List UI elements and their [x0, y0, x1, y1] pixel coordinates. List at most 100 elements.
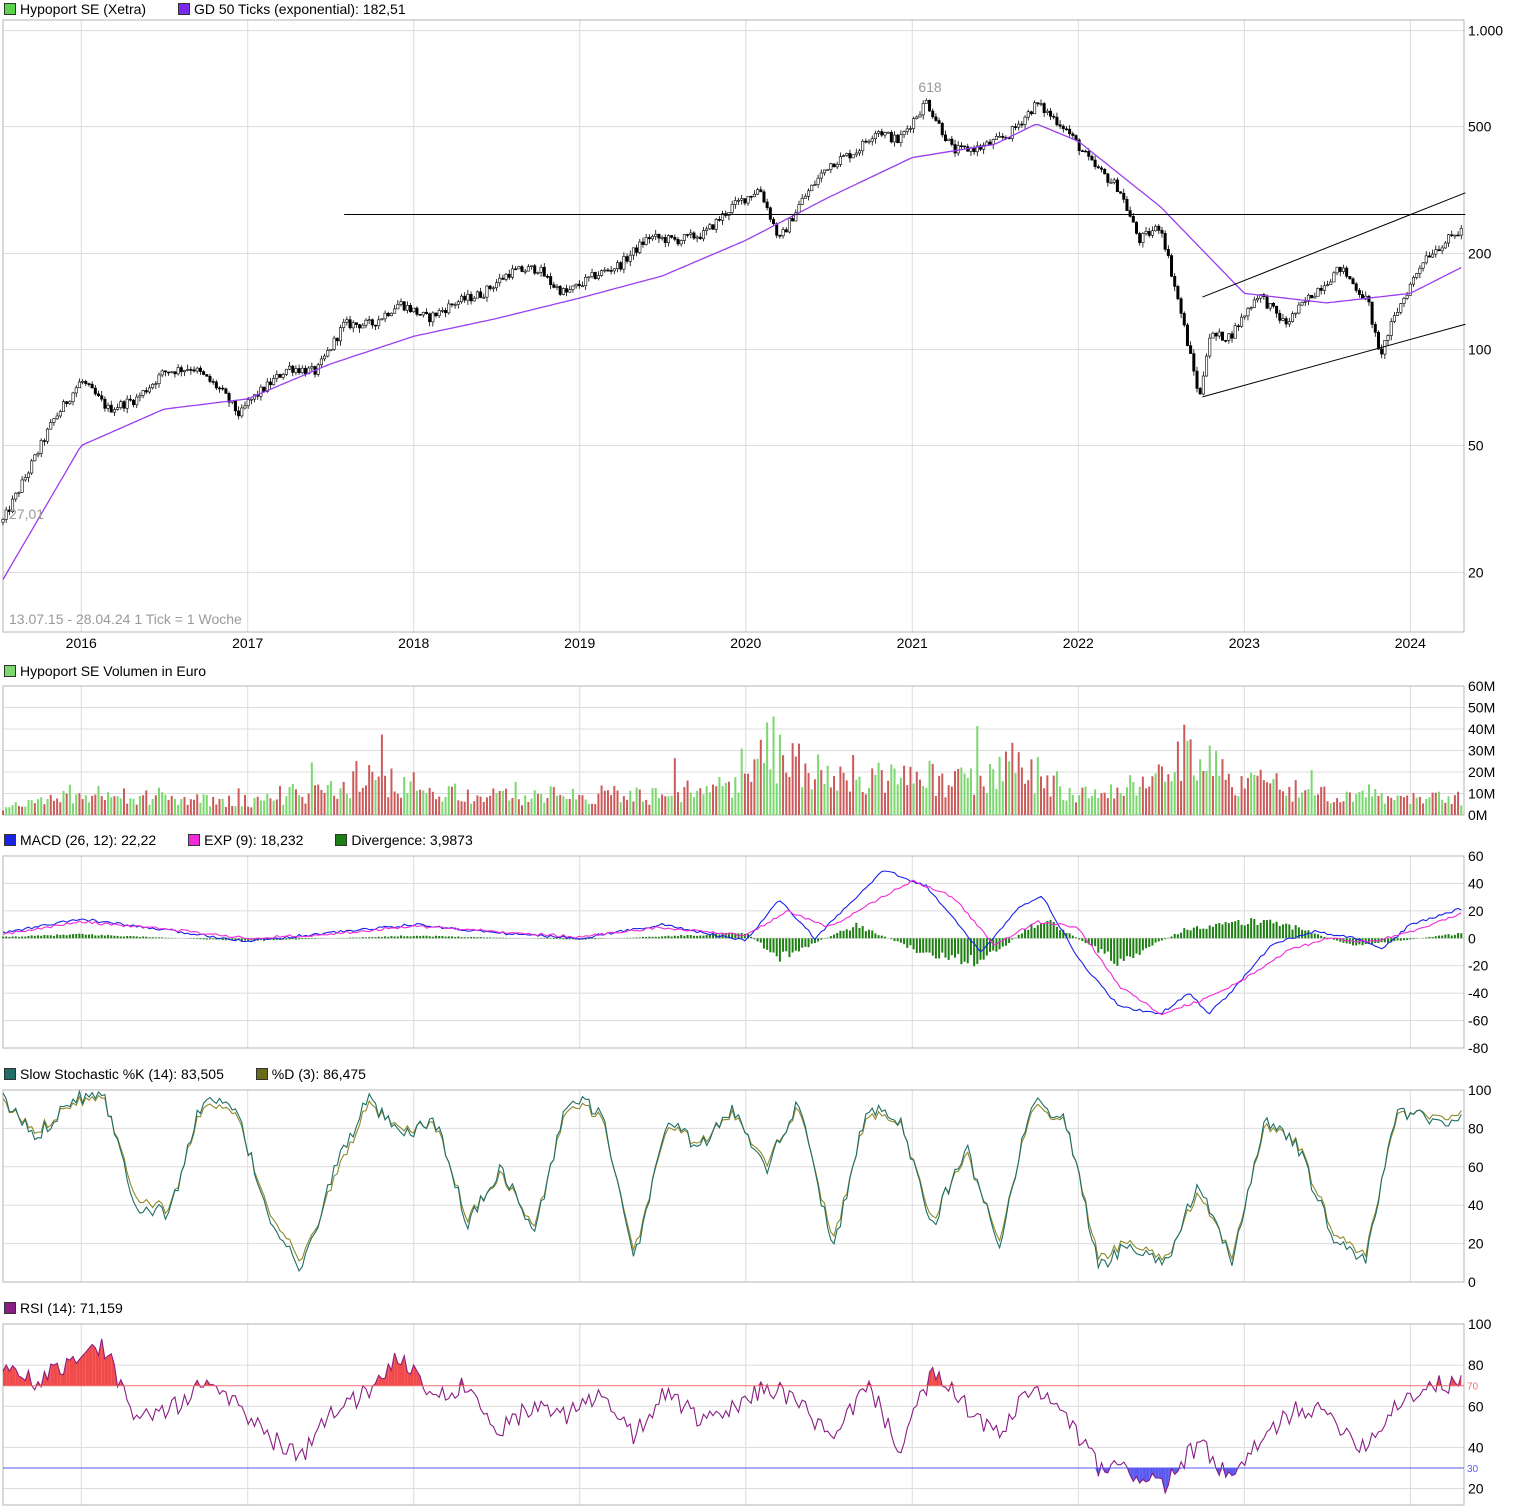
volume-bar [1018, 752, 1020, 815]
candle-up [1304, 301, 1306, 302]
candle-up [24, 478, 26, 480]
candle-down [470, 294, 472, 301]
divergence-bar [1317, 934, 1319, 938]
divergence-bar [91, 934, 93, 938]
divergence-bar [492, 938, 494, 939]
volume-bar [285, 796, 287, 815]
candle-down [1371, 302, 1373, 324]
candle-up [807, 191, 809, 196]
volume-bar [470, 804, 472, 815]
volume-bar [1072, 795, 1074, 815]
candle-up [30, 461, 32, 473]
volume-bar [330, 781, 332, 815]
volume-bar [588, 804, 590, 815]
volume-bar [1148, 787, 1150, 815]
volume-bar [814, 779, 816, 815]
divergence-bar [1040, 924, 1042, 939]
candle-down [578, 284, 580, 286]
divergence-bar [865, 931, 867, 938]
divergence-bar [203, 938, 205, 939]
divergence-bar [671, 936, 673, 938]
candle-up [499, 278, 501, 283]
divergence-bar [546, 938, 548, 939]
divergence-bar [101, 935, 103, 938]
volume-bar [1403, 797, 1405, 815]
divergence-bar [470, 937, 472, 938]
candle-up [381, 319, 383, 320]
candle-down [85, 381, 87, 383]
divergence-bar [932, 938, 934, 955]
divergence-bar [457, 936, 459, 938]
volume-bar [225, 807, 227, 815]
volume-bar [1323, 787, 1325, 815]
candle-up [871, 139, 873, 141]
volume-y-tick-5: 10M [1468, 786, 1495, 802]
volume-bar [228, 796, 230, 815]
candle-down [865, 141, 867, 142]
volume-bar [916, 772, 918, 815]
candle-down [387, 313, 389, 316]
exp-line [3, 880, 1461, 1014]
candle-down [565, 289, 567, 293]
candle-down [1377, 332, 1379, 349]
divergence-bar [72, 934, 74, 938]
rsi-ref-label-70: 70 [1467, 1382, 1479, 1393]
volume-bar [1406, 796, 1408, 815]
legend-macd: MACD (26, 12): 22,22 [4, 831, 156, 849]
rsi-overbought-area [79, 1356, 82, 1386]
volume-legend: Hypoport SE Volumen in Euro [4, 662, 234, 680]
volume-bar [964, 774, 966, 815]
candle-down [760, 190, 762, 192]
candle-down [941, 123, 943, 135]
candle-up [432, 313, 434, 322]
divergence-bar [429, 936, 431, 938]
volume-bar [371, 772, 373, 815]
candle-down [699, 237, 701, 239]
volume-bar [1078, 795, 1080, 815]
candle-down [1428, 256, 1430, 257]
volume-bar [40, 797, 42, 815]
candle-up [597, 276, 599, 279]
candle-down [1062, 126, 1064, 129]
volume-bar [508, 800, 510, 815]
volume-bar [1362, 791, 1364, 815]
candle-up [1396, 312, 1398, 315]
price-candles [2, 98, 1463, 525]
candle-up [1295, 313, 1297, 314]
volume-bar [779, 735, 781, 815]
volume-bar [967, 778, 969, 815]
volume-bar [680, 802, 682, 815]
candle-down [1339, 267, 1341, 271]
divergence-bar [1075, 937, 1077, 938]
low-annotation: 27,01 [9, 506, 44, 522]
divergence-bar [1425, 938, 1427, 939]
volume-bar [282, 805, 284, 815]
divergence-bar [944, 938, 946, 957]
candle-up [798, 205, 800, 213]
divergence-bar [486, 938, 488, 939]
divergence-bar [1199, 929, 1201, 938]
divergence-bar [295, 938, 297, 939]
candle-down [190, 369, 192, 370]
divergence-bar [629, 938, 631, 939]
divergence-bar [836, 933, 838, 938]
rsi-legend: RSI (14): 71,159 [4, 1299, 151, 1317]
divergence-bar [308, 938, 310, 939]
volume-bar [206, 795, 208, 815]
divergence-bar [435, 936, 437, 939]
stoch-y-tick-3: 40 [1468, 1197, 1484, 1213]
volume-bar [292, 784, 294, 815]
divergence-bar [126, 936, 128, 938]
volume-bar [139, 796, 141, 815]
candle-up [454, 305, 456, 306]
volume-bar [1193, 775, 1195, 815]
volume-bar [868, 788, 870, 815]
divergence-bar [976, 938, 978, 964]
divergence-bar [1180, 933, 1182, 939]
volume-bar [123, 788, 125, 815]
volume-bar [1171, 781, 1173, 815]
volume-bar [785, 773, 787, 815]
candle-down [626, 257, 628, 262]
volume-bar [1276, 773, 1278, 815]
